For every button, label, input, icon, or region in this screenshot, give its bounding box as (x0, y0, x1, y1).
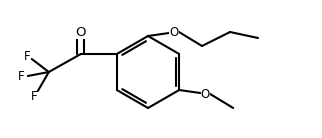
Text: F: F (17, 70, 24, 83)
Text: F: F (24, 50, 30, 63)
Text: O: O (201, 87, 210, 100)
Text: O: O (76, 26, 86, 39)
Text: F: F (31, 91, 37, 104)
Text: O: O (169, 26, 179, 39)
